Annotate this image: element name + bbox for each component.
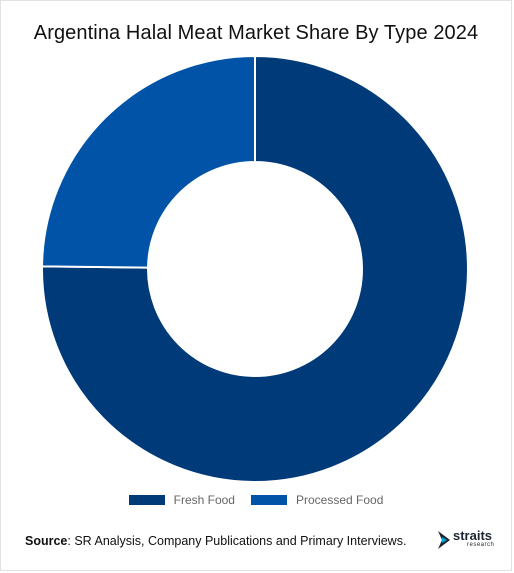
legend-label-processed-food: Processed Food (295, 493, 384, 507)
legend-item-processed-food[interactable]: Processed Food (250, 493, 384, 507)
straits-logo-wordmark: straits (453, 528, 493, 543)
chart-title: Argentina Halal Meat Market Share By Typ… (33, 22, 479, 44)
chart-legend: Fresh Food Processed Food (1, 493, 511, 507)
legend-swatch-fresh-food (128, 495, 165, 505)
legend-item-fresh-food[interactable]: Fresh Food (128, 493, 235, 507)
straits-logo: straits research (438, 529, 494, 551)
source-label: Source (25, 534, 68, 548)
slice-processed-food[interactable] (41, 54, 256, 269)
source-colon: : (67, 534, 75, 548)
straits-logo-tagline: research (467, 542, 495, 548)
source-text: SR Analysis, Company Publications and Pr… (74, 534, 407, 548)
straits-logo-icon (438, 531, 450, 549)
chart-slices (41, 54, 469, 483)
slice-fresh-food[interactable] (41, 54, 469, 483)
legend-label-fresh-food: Fresh Food (173, 493, 235, 507)
source-note: Source: SR Analysis, Company Publication… (25, 534, 406, 548)
legend-swatch-processed-food (250, 495, 287, 505)
